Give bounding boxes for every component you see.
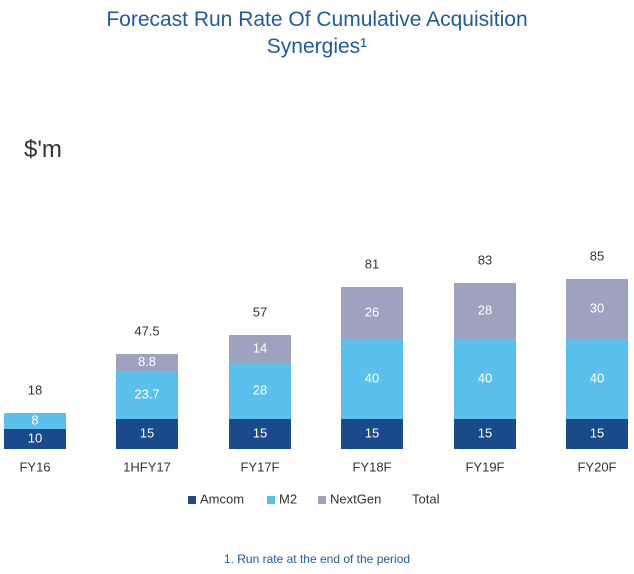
- bar-nextgen-fy20f: [566, 279, 628, 339]
- data-label-nextgen-fy19f: 28: [478, 302, 492, 317]
- bar-amcom-fy19f: [454, 419, 516, 449]
- data-label-amcom-fy20f: 15: [590, 425, 604, 440]
- bar-nextgen-1hfy17: [116, 354, 178, 372]
- x-tick-label-fy16: FY16: [19, 459, 50, 474]
- data-label-m2-fy17f: 28: [253, 382, 267, 397]
- legend-amcom-label: Amcom: [200, 491, 244, 506]
- data-label-nextgen-fy20f: 30: [590, 300, 604, 315]
- bar-amcom-fy20f: [566, 419, 628, 449]
- legend-nextgen-swatch: [318, 496, 326, 504]
- data-label-m2-fy16: 8: [31, 412, 38, 427]
- data-label-nextgen-1hfy17: 8.8: [138, 354, 156, 369]
- data-label-m2-fy18f: 40: [365, 370, 379, 385]
- data-label-amcom-fy17f: 15: [253, 425, 267, 440]
- bar-nextgen-fy17f: [229, 335, 291, 363]
- data-label-m2-fy19f: 40: [478, 370, 492, 385]
- legend-nextgen-label: NextGen: [330, 491, 381, 506]
- bar-nextgen-fy19f: [454, 283, 516, 339]
- data-label-nextgen-fy17f: 14: [253, 340, 267, 355]
- legend-total-label: Total: [412, 491, 440, 506]
- x-tick-label-fy20f: FY20F: [577, 459, 616, 474]
- bar-m2-1hfy17: [116, 371, 178, 419]
- legend-amcom-swatch: [188, 496, 196, 504]
- x-tick-label-1hfy17: 1HFY17: [123, 459, 171, 474]
- total-label-fy17f: 57: [253, 304, 267, 319]
- legend-m2-label: M2: [279, 491, 297, 506]
- data-label-amcom-fy16: 10: [28, 430, 42, 445]
- x-tick-label-fy17f: FY17F: [240, 459, 279, 474]
- legend-m2-swatch: [267, 496, 275, 504]
- bar-m2-fy16: [4, 413, 66, 429]
- bar-m2-fy19f: [454, 339, 516, 419]
- bar-amcom-fy17f: [229, 419, 291, 449]
- data-label-nextgen-fy18f: 26: [365, 304, 379, 319]
- data-label-m2-1hfy17: 23.7: [134, 387, 159, 402]
- chart-title: Forecast Run Rate Of Cumulative Acquisit…: [0, 6, 634, 60]
- total-label-fy20f: 85: [590, 248, 604, 263]
- total-label-fy18f: 81: [365, 256, 379, 271]
- footnote: 1. Run rate at the end of the period: [223, 552, 411, 566]
- bar-m2-fy17f: [229, 363, 291, 419]
- bar-amcom-1hfy17: [116, 419, 178, 449]
- data-label-amcom-fy19f: 15: [478, 425, 492, 440]
- bar-m2-fy20f: [566, 339, 628, 419]
- data-label-m2-fy20f: 40: [590, 370, 604, 385]
- bar-m2-fy18f: [341, 339, 403, 419]
- data-label-amcom-fy18f: 15: [365, 425, 379, 440]
- data-label-amcom-1hfy17: 15: [140, 425, 154, 440]
- bar-amcom-fy18f: [341, 419, 403, 449]
- bar-amcom-fy16: [4, 429, 66, 449]
- total-label-1hfy17: 47.5: [134, 323, 159, 338]
- total-label-fy16: 18: [28, 382, 42, 397]
- x-tick-label-fy18f: FY18F: [352, 459, 391, 474]
- chart-title-line-1: Forecast Run Rate Of Cumulative Acquisit…: [106, 8, 528, 31]
- chart-title-line-2: Synergies¹: [266, 35, 368, 58]
- y-axis-unit-label: $'m: [24, 136, 62, 163]
- x-tick-label-fy19f: FY19F: [465, 459, 504, 474]
- bar-nextgen-fy18f: [341, 287, 403, 339]
- total-label-fy19f: 83: [478, 252, 492, 267]
